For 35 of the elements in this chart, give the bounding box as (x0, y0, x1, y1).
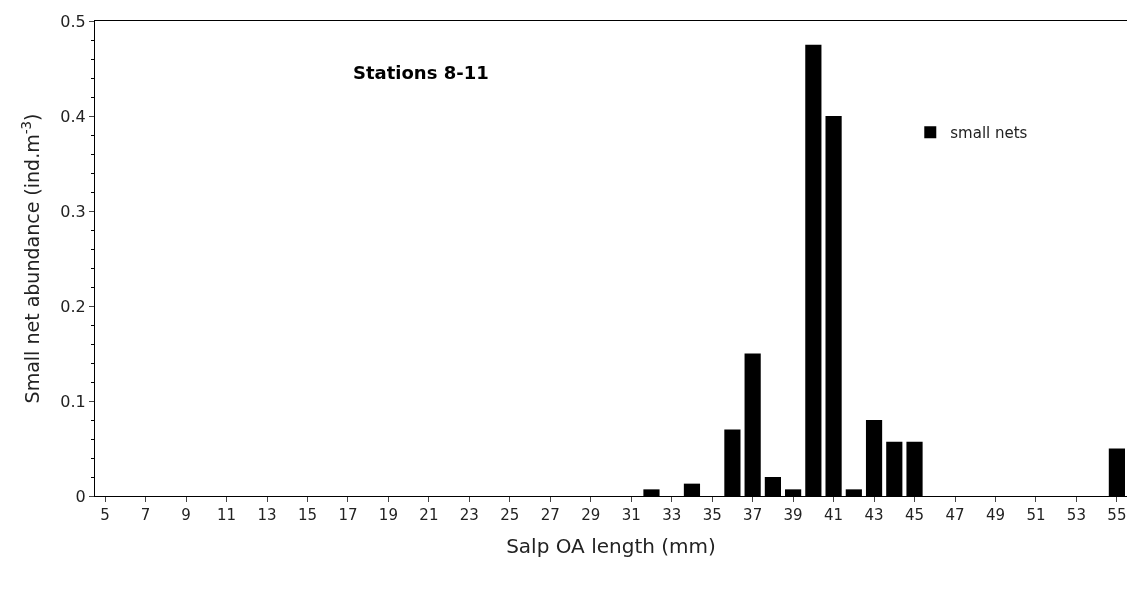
x-tick-label: 39 (783, 506, 803, 524)
x-tick-label: 35 (702, 506, 722, 524)
x-tick-label: 47 (945, 506, 965, 524)
x-tick-label: 13 (257, 506, 277, 524)
y-tick-label: 0.1 (60, 391, 86, 411)
x-tick-label: 33 (662, 506, 682, 524)
x-tick-label: 19 (378, 506, 398, 524)
text: Stations 8-11 (353, 62, 489, 84)
x-tick-label: 49 (985, 506, 1006, 524)
y-tick-label: 0.5 (60, 11, 86, 31)
legend-label: small nets (950, 124, 1028, 143)
x-tick-label: 43 (864, 506, 884, 524)
y-tick-label: 0.3 (60, 201, 86, 221)
x-tick-label: 55 (1107, 506, 1127, 524)
x-tick-label: 51 (1026, 506, 1046, 524)
x-tick-label: 15 (297, 506, 318, 524)
y-tick-label: 0.2 (60, 296, 86, 316)
y-tick-label: 0.4 (60, 106, 86, 126)
x-tick-label: 45 (904, 506, 925, 524)
x-tick-label: 29 (581, 506, 601, 524)
x-tick-label: 53 (1066, 506, 1086, 524)
x-tick-label: 21 (419, 506, 439, 524)
x-tick-label: 5 (100, 506, 110, 524)
x-tick-label: 23 (459, 506, 479, 524)
x-tick-label: 11 (216, 506, 237, 524)
x-axis-title: Salp OA length (mm) (506, 533, 716, 558)
x-tick-label: 7 (140, 506, 151, 524)
y-tick-label: 0 (75, 486, 86, 506)
x-tick-label: 25 (500, 506, 520, 524)
x-tick-label: 9 (181, 506, 191, 524)
x-tick-label: 31 (621, 506, 641, 524)
x-tick-label: 41 (824, 506, 844, 524)
x-tick-label: 37 (743, 506, 763, 524)
x-tick-label: 17 (338, 506, 358, 524)
x-tick-label: 27 (540, 506, 560, 524)
